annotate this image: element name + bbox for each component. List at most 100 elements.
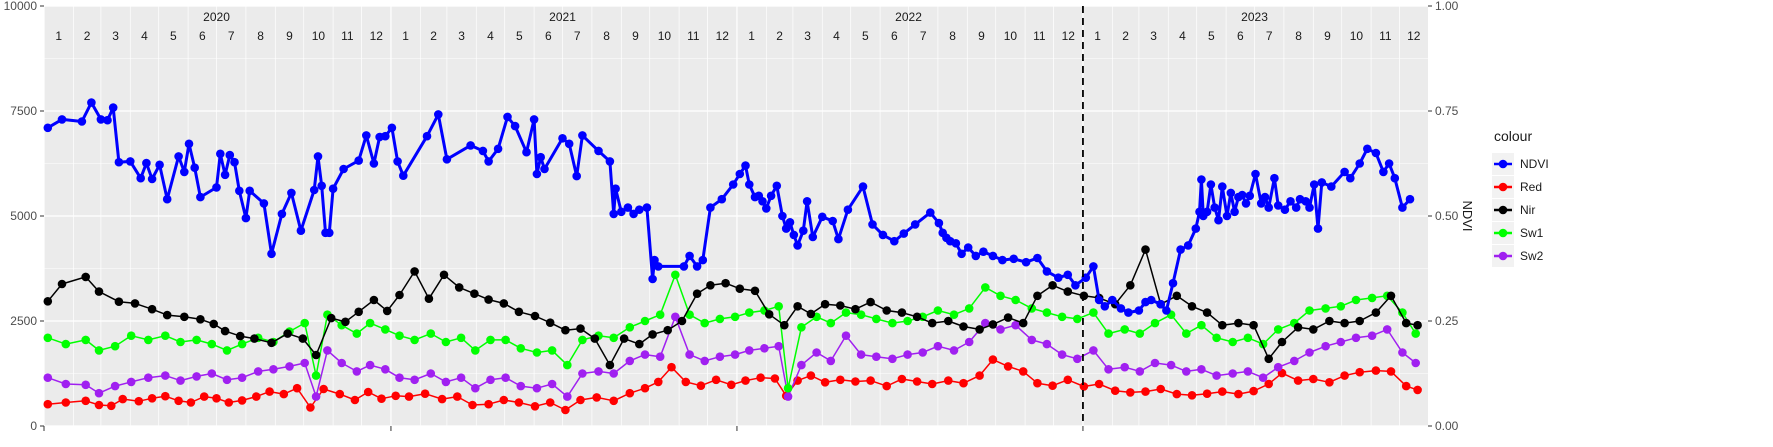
- data-point-sw1: [715, 314, 725, 324]
- month-label: 1: [1094, 29, 1101, 43]
- data-point-ndvi: [532, 169, 542, 179]
- data-point-nir: [851, 304, 860, 314]
- data-point-red: [81, 396, 90, 406]
- data-point-sw2: [1135, 367, 1145, 376]
- month-label: 3: [804, 29, 811, 43]
- legend-item-red: Red: [1492, 176, 1542, 198]
- data-point-red: [1094, 379, 1104, 389]
- data-point-ndvi: [442, 155, 452, 164]
- data-point-sw1: [826, 318, 836, 328]
- data-point-ndvi: [1021, 257, 1031, 267]
- data-point-ndvi: [572, 171, 581, 181]
- data-point-ndvi: [510, 121, 520, 131]
- data-point-ndvi: [868, 220, 877, 229]
- data-point-red: [1386, 367, 1396, 376]
- data-point-sw2: [81, 380, 90, 390]
- data-point-red: [1126, 388, 1135, 397]
- data-point-sw2: [110, 381, 120, 391]
- data-point-sw2: [933, 341, 943, 351]
- data-point-sw2: [1411, 358, 1420, 368]
- data-point-ndvi: [339, 164, 348, 174]
- data-point-nir: [298, 334, 308, 343]
- data-point-nir: [439, 270, 449, 280]
- data-point-ndvi: [843, 205, 853, 214]
- data-point-red: [514, 398, 524, 407]
- data-point-ndvi: [785, 218, 795, 227]
- data-point-sw2: [609, 369, 618, 378]
- series-ndvi: [43, 98, 1415, 317]
- data-point-red: [1340, 371, 1349, 380]
- data-point-red: [609, 396, 618, 406]
- data-point-ndvi: [635, 205, 644, 214]
- data-point-red: [1355, 367, 1364, 377]
- data-point-sw2: [671, 312, 680, 322]
- data-point-red: [437, 394, 447, 404]
- month-label: 6: [1237, 29, 1244, 43]
- data-point-ndvi: [772, 181, 782, 191]
- data-point-ndvi: [184, 139, 194, 149]
- data-point-nir: [1249, 320, 1258, 330]
- data-point-sw1: [381, 325, 390, 334]
- data-point-sw1: [964, 304, 974, 313]
- legend-key-point: [1498, 159, 1508, 169]
- data-point-sw2: [1273, 362, 1283, 372]
- data-point-red: [851, 377, 860, 386]
- data-point-sw2: [1212, 371, 1221, 380]
- data-point-sw2: [918, 348, 927, 357]
- data-point-sw1: [563, 360, 572, 370]
- data-point-ndvi: [611, 184, 620, 193]
- data-point-ndvi: [1280, 205, 1290, 214]
- data-point-ndvi: [1183, 241, 1193, 250]
- data-point-sw1: [1367, 293, 1377, 303]
- data-point-ndvi: [910, 220, 920, 229]
- data-point-red: [306, 403, 315, 412]
- data-point-sw1: [1398, 308, 1407, 317]
- data-point-red: [727, 380, 736, 390]
- data-point-sw1: [81, 335, 90, 345]
- month-label: 11: [1379, 29, 1392, 43]
- data-point-sw1: [655, 310, 665, 320]
- data-point-sw1: [161, 331, 170, 341]
- data-point-red: [265, 387, 274, 396]
- data-point-sw2: [1011, 320, 1020, 330]
- data-point-ndvi: [103, 115, 112, 125]
- data-point-ndvi: [1313, 224, 1323, 233]
- data-point-sw2: [323, 346, 332, 355]
- data-point-ndvi: [529, 115, 539, 124]
- data-point-ndvi: [558, 134, 567, 143]
- data-point-sw1: [841, 308, 851, 317]
- data-point-red: [975, 371, 984, 380]
- data-point-nir: [341, 317, 350, 327]
- data-point-sw1: [981, 283, 990, 292]
- data-point-sw2: [144, 373, 153, 383]
- data-point-red: [1202, 389, 1212, 399]
- data-point-sw1: [888, 318, 897, 328]
- data-point-nir: [619, 334, 629, 343]
- data-point-ndvi: [1124, 308, 1133, 317]
- data-point-ndvi: [77, 117, 87, 126]
- data-point-sw2: [783, 392, 793, 401]
- data-point-nir: [1401, 318, 1411, 328]
- data-point-ndvi: [1291, 203, 1301, 212]
- month-label: 5: [1208, 29, 1215, 43]
- data-point-nir: [605, 360, 615, 370]
- data-point-nir: [912, 312, 922, 322]
- data-point-sw2: [812, 348, 821, 357]
- data-point-ndvi: [1206, 180, 1216, 189]
- data-point-ndvi: [1251, 169, 1260, 179]
- data-point-ndvi: [609, 209, 618, 219]
- data-point-nir: [1234, 318, 1243, 328]
- data-point-ndvi: [1301, 197, 1310, 206]
- month-label: 8: [257, 29, 264, 43]
- data-point-nir: [1172, 291, 1182, 301]
- data-point-nir: [975, 325, 984, 334]
- data-point-ndvi: [698, 255, 708, 265]
- data-point-ndvi: [1260, 192, 1270, 202]
- data-point-ndvi: [998, 255, 1007, 265]
- data-point-sw1: [532, 348, 542, 357]
- data-point-ndvi: [1116, 304, 1126, 313]
- data-point-sw2: [1351, 333, 1361, 343]
- data-point-ndvi: [834, 234, 843, 244]
- data-point-ndvi: [1230, 207, 1239, 217]
